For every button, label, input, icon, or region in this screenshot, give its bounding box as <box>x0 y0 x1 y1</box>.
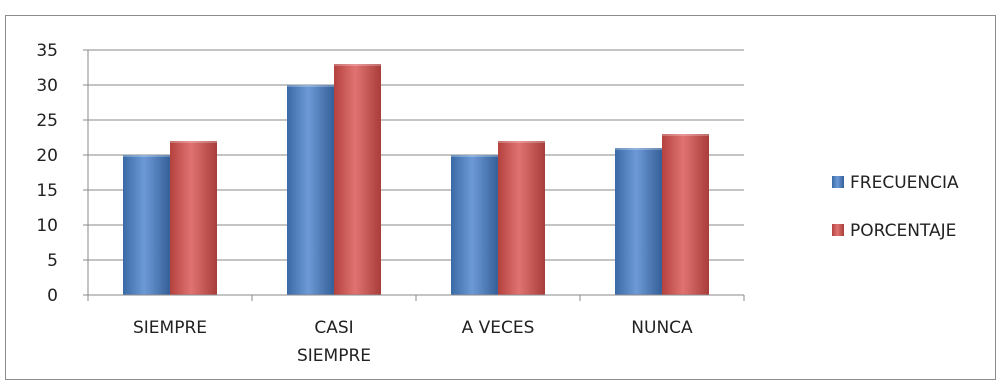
y-tick-label: 5 <box>47 251 58 271</box>
bar-frecuencia-3 <box>615 148 662 295</box>
bar-cap <box>662 134 709 136</box>
x-category-label: A VECES <box>462 318 535 338</box>
x-category-label: CASI <box>314 318 353 338</box>
bar-chart: 0 5 10 15 20 25 30 35 SIEMPRE CASI SIEMPRE A VECES… <box>36 41 959 366</box>
bar-cap <box>451 155 498 157</box>
bar-frecuencia-1 <box>287 85 334 295</box>
bar-cap <box>498 141 545 143</box>
bar-cap <box>123 155 170 157</box>
bar-porcentaje-0 <box>170 141 217 295</box>
bar-cap <box>287 85 334 87</box>
bar-cap <box>170 141 217 143</box>
bar-porcentaje-2 <box>498 141 545 295</box>
y-tick-label: 0 <box>47 286 58 306</box>
legend-label-frecuencia: FRECUENCIA <box>850 173 959 193</box>
bar-porcentaje-3 <box>662 134 709 295</box>
y-tick-label: 30 <box>36 76 58 96</box>
bars <box>123 64 709 295</box>
legend-label-porcentaje: PORCENTAJE <box>850 221 956 241</box>
y-tick-label: 15 <box>36 181 58 201</box>
y-tick-label: 35 <box>36 41 58 61</box>
y-tick-label: 20 <box>36 146 58 166</box>
x-category-label: SIEMPRE <box>297 346 371 366</box>
legend: FRECUENCIA PORCENTAJE <box>832 173 959 241</box>
bar-frecuencia-0 <box>123 155 170 295</box>
y-tick-label: 10 <box>36 216 58 236</box>
bar-cap <box>334 64 381 66</box>
legend-swatch-porcentaje <box>832 224 844 236</box>
axes <box>83 49 745 301</box>
bar-porcentaje-1 <box>334 64 381 295</box>
legend-swatch-frecuencia <box>832 176 844 188</box>
bar-frecuencia-2 <box>451 155 498 295</box>
y-axis-tick-labels: 0 5 10 15 20 25 30 35 <box>36 41 58 306</box>
bar-cap <box>615 148 662 150</box>
x-category-label: NUNCA <box>631 318 693 338</box>
x-axis-category-labels: SIEMPRE CASI SIEMPRE A VECES NUNCA <box>133 318 693 366</box>
chart-frame: 0 5 10 15 20 25 30 35 SIEMPRE CASI SIEMPRE A VECES… <box>5 15 996 380</box>
x-category-label: SIEMPRE <box>133 318 207 338</box>
y-tick-label: 25 <box>36 111 58 131</box>
